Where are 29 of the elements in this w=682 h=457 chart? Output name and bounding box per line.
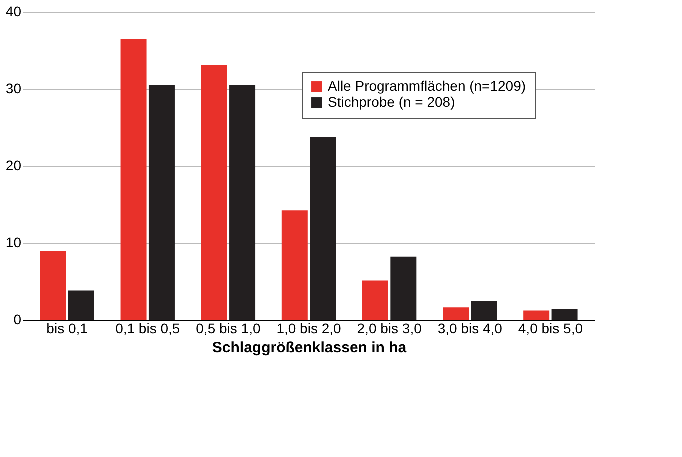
x-tick-label: 2,0 bis 3,0: [357, 320, 422, 336]
bar: [40, 251, 66, 320]
bar: [120, 38, 147, 320]
y-tick-label: 0: [14, 312, 22, 328]
y-tick-label: 30: [6, 80, 22, 96]
bar: [524, 310, 550, 320]
bar: [552, 309, 578, 320]
bar: [362, 280, 388, 320]
bar: [148, 85, 175, 320]
x-axis-title: Schlaggrößenklassen in ha: [212, 340, 408, 356]
x-tick-label: bis 0,1: [46, 320, 88, 336]
y-tick-label: 20: [6, 158, 22, 174]
bar: [230, 85, 256, 320]
x-tick-label: 4,0 bis 5,0: [518, 320, 584, 336]
bar: [443, 308, 470, 320]
bar: [201, 65, 228, 320]
x-tick-label: 0,5 bis 1,0: [196, 320, 261, 336]
bar: [310, 138, 336, 320]
bar: [282, 210, 308, 320]
legend-label: Alle Programmflächen (n=1209): [328, 78, 526, 94]
legend-label: Stichprobe (n = 208): [328, 94, 456, 110]
x-tick-label: 0,1 bis 0,5: [116, 320, 180, 336]
y-tick-label: 10: [6, 234, 22, 250]
x-tick-label: 3,0 bis 4,0: [438, 320, 503, 336]
bar: [390, 256, 417, 320]
x-tick-label: 1,0 bis 2,0: [276, 320, 342, 336]
bar: [68, 290, 94, 320]
bar: [471, 302, 498, 320]
y-tick-label: 40: [6, 4, 22, 20]
